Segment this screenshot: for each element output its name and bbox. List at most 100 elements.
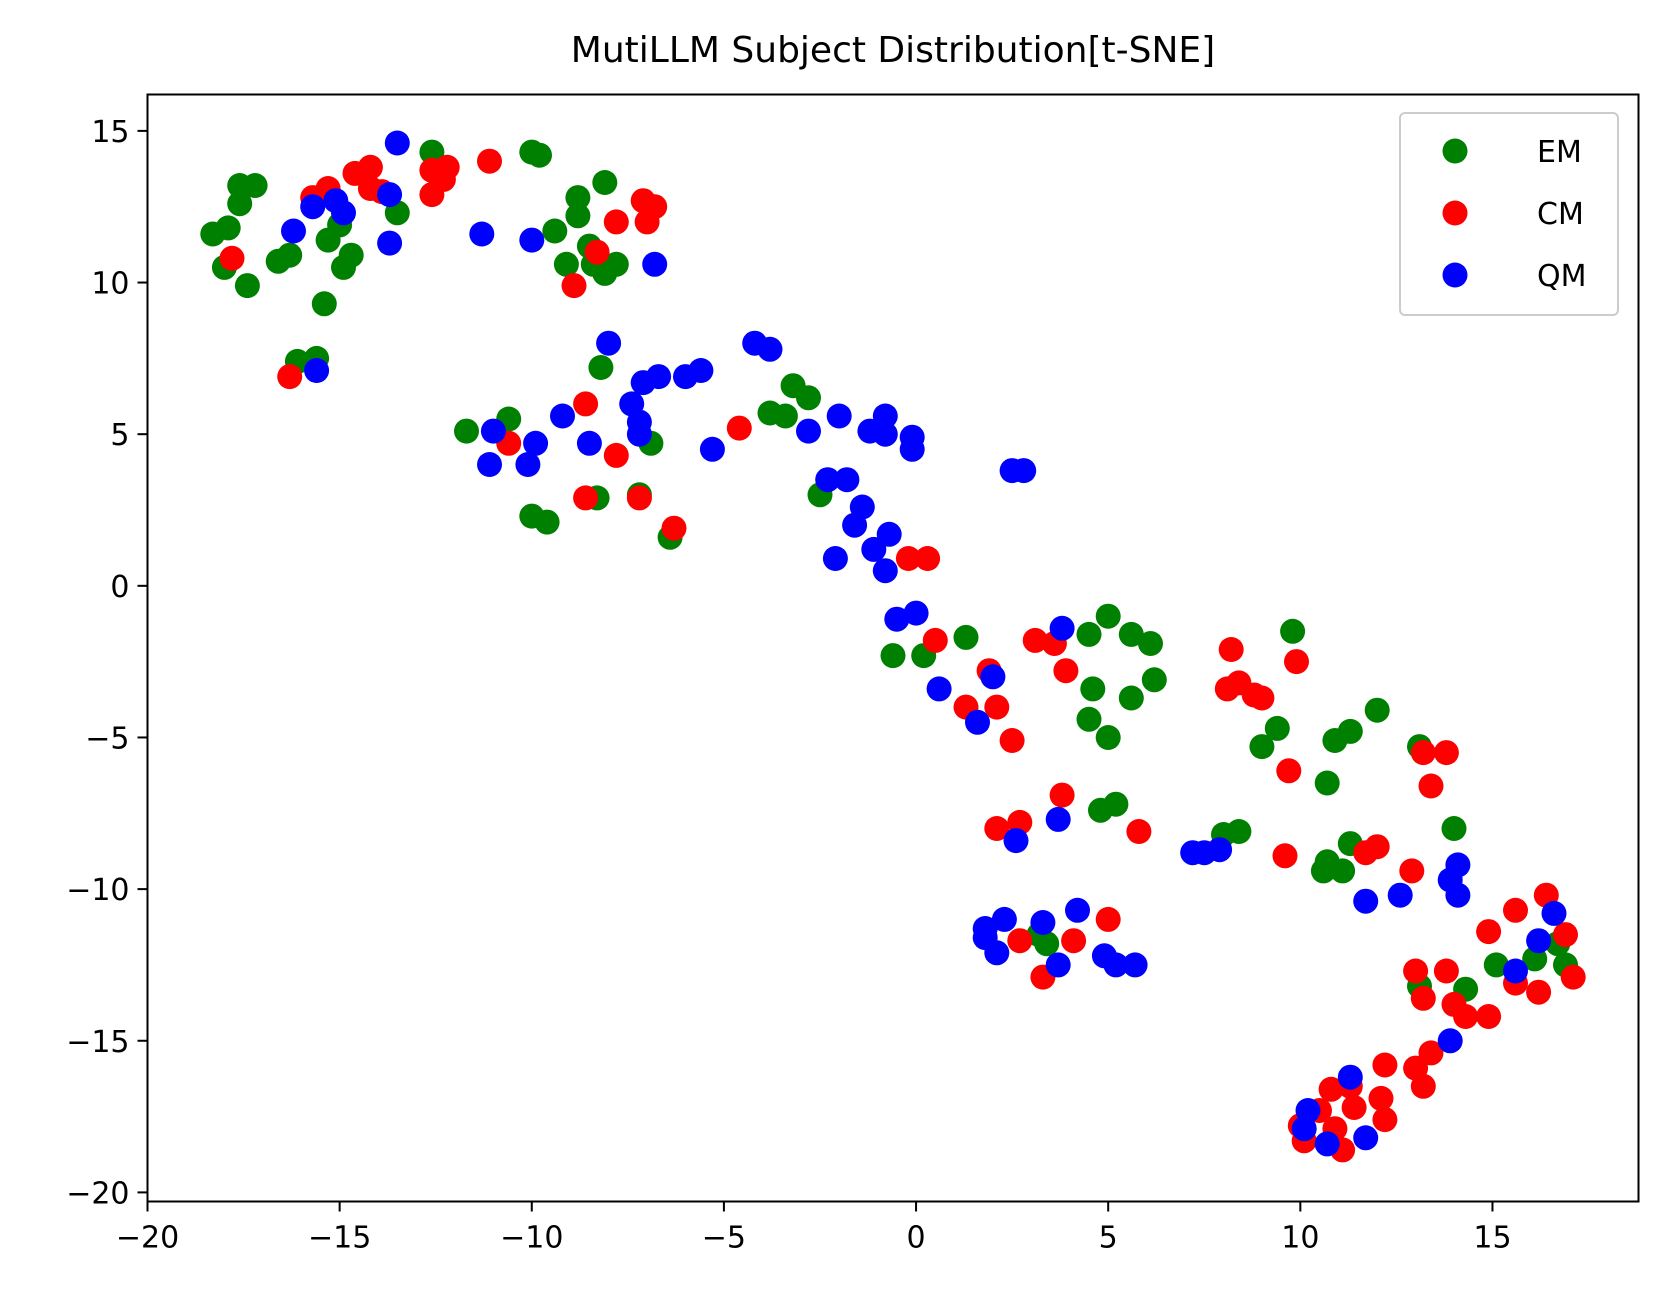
point-cm-79 <box>1503 897 1528 923</box>
point-qm-77 <box>1503 958 1528 984</box>
point-cm-65 <box>1399 858 1425 884</box>
point-em-55 <box>1118 621 1144 647</box>
point-cm-45 <box>1218 637 1244 662</box>
point-qm-76 <box>1445 882 1471 908</box>
point-em-39 <box>772 403 798 429</box>
y-tick-label: −20 <box>66 1176 129 1211</box>
legend-marker-em <box>1442 138 1468 164</box>
point-qm-17 <box>596 330 622 356</box>
point-cm-5 <box>357 154 383 180</box>
point-cm-41 <box>1061 928 1087 954</box>
point-cm-61 <box>1364 834 1390 860</box>
point-cm-64 <box>1372 1052 1398 1078</box>
plot-frame <box>146 93 1640 1203</box>
point-cm-49 <box>1272 843 1298 869</box>
point-qm-41 <box>884 606 910 632</box>
point-cm-69 <box>1410 1073 1436 1099</box>
point-qm-12 <box>477 452 502 477</box>
point-em-4 <box>227 191 253 217</box>
marks-layer <box>200 130 1586 1163</box>
point-qm-0 <box>281 218 306 244</box>
point-qm-78 <box>1526 928 1552 954</box>
point-em-56 <box>1118 685 1144 711</box>
point-em-11 <box>311 291 337 317</box>
x-axis: −20 −15 −10 −5 0 5 10 15 <box>116 1201 1512 1256</box>
point-cm-22 <box>603 442 629 468</box>
y-tick-label: −5 <box>85 721 129 756</box>
point-qm-37 <box>872 421 898 447</box>
point-cm-72 <box>1418 1040 1444 1066</box>
point-qm-30 <box>822 546 848 571</box>
point-em-76 <box>1483 952 1509 978</box>
x-tick-label: 0 <box>907 1221 926 1256</box>
point-em-5 <box>242 173 268 198</box>
x-tick-label: −15 <box>308 1221 371 1256</box>
point-qm-7 <box>384 130 410 156</box>
point-cm-42 <box>1095 906 1121 932</box>
point-em-8 <box>277 242 303 268</box>
point-cm-33 <box>999 728 1025 753</box>
point-qm-71 <box>1353 1125 1379 1151</box>
y-tick-label: −15 <box>66 1025 129 1060</box>
point-em-58 <box>1141 667 1167 693</box>
point-qm-25 <box>699 436 725 462</box>
point-em-74 <box>1441 816 1467 841</box>
point-em-22 <box>565 185 591 211</box>
point-em-60 <box>1226 819 1252 844</box>
point-qm-6 <box>377 230 403 256</box>
point-qm-69 <box>1337 1064 1363 1090</box>
point-cm-55 <box>1318 1076 1344 1102</box>
point-qm-39 <box>872 558 898 584</box>
y-tick-label: 15 <box>91 115 129 150</box>
point-cm-12 <box>477 148 502 174</box>
point-em-17 <box>419 139 445 165</box>
point-em-43 <box>880 643 906 669</box>
point-qm-65 <box>1207 837 1233 863</box>
point-cm-26 <box>895 546 921 571</box>
point-em-53 <box>1095 725 1121 750</box>
y-tick-label: 0 <box>110 570 129 605</box>
legend-label-cm: CM <box>1537 197 1584 232</box>
point-cm-25 <box>726 415 752 441</box>
chart-title: MutiLLM Subject Distribution[t-SNE] <box>571 30 1215 71</box>
point-cm-0 <box>219 245 245 271</box>
point-cm-71 <box>1418 773 1444 799</box>
point-qm-57 <box>1045 806 1071 832</box>
point-cm-83 <box>1553 922 1578 948</box>
point-em-50 <box>1076 706 1102 732</box>
point-qm-9 <box>519 227 545 253</box>
point-cm-28 <box>922 627 948 653</box>
point-qm-62 <box>1122 952 1148 978</box>
point-qm-79 <box>1541 900 1567 926</box>
point-em-66 <box>1314 770 1340 796</box>
point-qm-22 <box>646 364 672 390</box>
point-em-69 <box>1337 718 1363 744</box>
point-cm-62 <box>1368 1085 1394 1111</box>
point-qm-8 <box>469 221 495 247</box>
point-cm-76 <box>1453 1004 1479 1029</box>
point-qm-11 <box>480 418 506 444</box>
point-cm-24 <box>661 515 687 541</box>
point-qm-56 <box>1045 952 1071 978</box>
point-cm-31 <box>984 694 1010 720</box>
legend-marker-qm <box>1442 262 1468 288</box>
point-em-41 <box>796 385 821 411</box>
point-qm-15 <box>550 403 575 429</box>
point-cm-48 <box>1249 685 1275 711</box>
y-tick-label: 5 <box>110 418 129 453</box>
series-qm <box>281 130 1567 1157</box>
point-em-63 <box>1280 618 1306 644</box>
point-qm-52 <box>1003 828 1029 854</box>
point-qm-32 <box>834 467 860 493</box>
point-qm-50 <box>984 940 1010 966</box>
point-em-52 <box>1095 603 1121 629</box>
point-qm-20 <box>626 421 652 447</box>
point-cm-35 <box>1007 928 1033 954</box>
point-qm-59 <box>1065 897 1090 923</box>
point-cm-70 <box>1410 740 1436 766</box>
point-qm-73 <box>1437 1028 1463 1054</box>
point-cm-84 <box>1560 964 1586 990</box>
point-qm-55 <box>1030 910 1056 935</box>
point-cm-38 <box>1049 782 1075 808</box>
